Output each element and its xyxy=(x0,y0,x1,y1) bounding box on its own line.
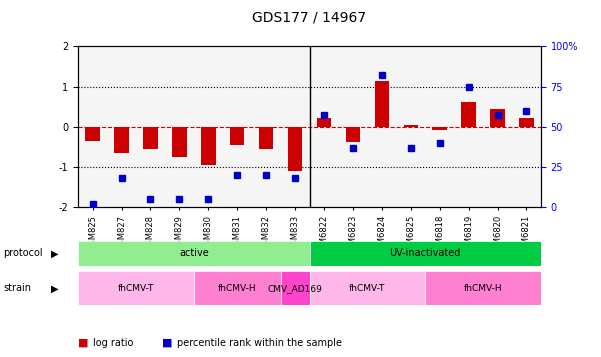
Bar xyxy=(85,127,100,141)
Text: strain: strain xyxy=(3,283,31,293)
Bar xyxy=(490,109,505,127)
Bar xyxy=(374,81,389,127)
Text: protocol: protocol xyxy=(3,248,43,258)
Text: fhCMV-H: fhCMV-H xyxy=(464,284,502,293)
FancyBboxPatch shape xyxy=(310,241,541,266)
Text: ▶: ▶ xyxy=(51,283,58,293)
Bar xyxy=(462,102,476,127)
FancyBboxPatch shape xyxy=(78,271,194,305)
Bar xyxy=(519,118,534,127)
FancyBboxPatch shape xyxy=(78,241,310,266)
Bar xyxy=(143,127,157,149)
Text: active: active xyxy=(179,248,209,258)
Bar xyxy=(172,127,186,157)
Text: percentile rank within the sample: percentile rank within the sample xyxy=(177,338,343,348)
Text: fhCMV-T: fhCMV-T xyxy=(118,284,154,293)
Bar xyxy=(317,118,331,127)
Text: ▶: ▶ xyxy=(51,248,58,258)
Text: log ratio: log ratio xyxy=(93,338,133,348)
Text: fhCMV-T: fhCMV-T xyxy=(349,284,386,293)
Text: UV-inactivated: UV-inactivated xyxy=(389,248,461,258)
Bar xyxy=(346,127,360,142)
Text: GDS177 / 14967: GDS177 / 14967 xyxy=(252,11,367,25)
Bar xyxy=(201,127,216,165)
Text: fhCMV-H: fhCMV-H xyxy=(218,284,257,293)
Bar xyxy=(259,127,273,149)
FancyBboxPatch shape xyxy=(310,271,426,305)
Text: CMV_AD169: CMV_AD169 xyxy=(267,284,323,293)
Bar xyxy=(288,127,302,171)
Bar xyxy=(230,127,245,145)
Bar xyxy=(433,127,447,130)
Text: ■: ■ xyxy=(78,338,88,348)
Text: ■: ■ xyxy=(162,338,172,348)
Bar xyxy=(403,125,418,127)
FancyBboxPatch shape xyxy=(281,271,310,305)
Bar xyxy=(114,127,129,153)
FancyBboxPatch shape xyxy=(194,271,281,305)
FancyBboxPatch shape xyxy=(426,271,541,305)
